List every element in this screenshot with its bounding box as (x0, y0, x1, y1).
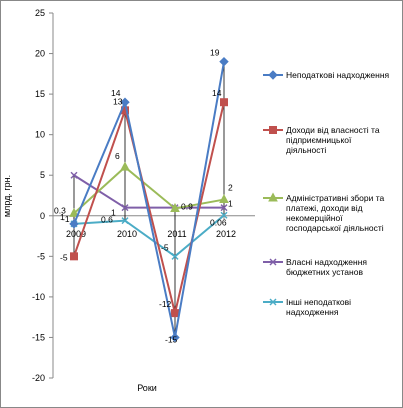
data-point (69, 219, 79, 229)
legend-label-line: підприємницької (286, 135, 352, 145)
data-label: 0.06 (210, 217, 227, 227)
marker-stroke (220, 211, 228, 219)
y-tick-label: 25 (35, 8, 45, 18)
x-axis-label: Роки (137, 383, 157, 393)
data-point (171, 252, 179, 260)
legend-marker (268, 192, 278, 202)
data-label: 0.6 (101, 215, 113, 225)
legend-label: Власні надходження бюджетних установ (286, 257, 367, 277)
y-tick-label: -20 (32, 373, 45, 383)
data-label: 1 (228, 199, 233, 209)
series-line (73, 101, 225, 314)
legend-label: Адміністративні збори та платежі, доходи … (286, 193, 384, 233)
data-label: -5 (161, 242, 169, 252)
legend-label-line: діяльності (286, 145, 326, 155)
series-line (73, 214, 225, 258)
marker-stroke (70, 171, 78, 179)
data-label: 6 (115, 151, 120, 161)
marker-stroke (269, 258, 277, 266)
data-point (120, 97, 130, 107)
x-tick-label: 2010 (117, 229, 137, 239)
data-label: 19 (210, 48, 220, 58)
data-point (171, 309, 179, 318)
legend-label-line: Неподаткові надходження (286, 70, 390, 80)
legend-label-line: некомерційної (286, 213, 343, 223)
y-axis-label: млрд. грн. (2, 175, 12, 217)
data-label: 14 (212, 88, 222, 98)
legend-label: Неподаткові надходження (286, 70, 390, 80)
data-label: 2 (228, 183, 233, 193)
legend-label-line: Адміністративні збори та (286, 193, 384, 203)
y-tick-label: 0 (40, 211, 45, 221)
y-tick-label: 20 (35, 49, 45, 59)
data-point (69, 207, 79, 217)
marker-stroke (269, 298, 277, 306)
legend-item: Адміністративні збори та платежі, доходи … (263, 192, 384, 233)
data-label: 14 (111, 88, 121, 98)
legend-marker (269, 126, 277, 134)
data-label: -1 (62, 214, 70, 224)
legend: Неподаткові надходження Доходи від власно… (263, 70, 390, 317)
legend-marker (269, 298, 277, 306)
data-label: 13 (113, 96, 123, 106)
marker-stroke (121, 204, 129, 212)
x-tick-label: 2012 (216, 229, 236, 239)
drop-lines (73, 61, 225, 338)
marker-stroke (121, 217, 129, 225)
legend-label-line: платежі, доходи від (286, 203, 363, 213)
y-tick-label: -15 (32, 332, 45, 342)
legend-label-line: Власні надходження (286, 257, 367, 267)
y-tick-label: 15 (35, 89, 45, 99)
marker-stroke (220, 204, 228, 212)
data-label: 0.9 (181, 201, 193, 211)
data-label: -5 (60, 252, 68, 262)
data-label: 1 (111, 208, 116, 218)
legend-item: Неподаткові надходження (263, 70, 390, 80)
y-tick-label: -5 (37, 251, 45, 261)
y-tick-label: -10 (32, 292, 45, 302)
x-tick-label: 2011 (167, 229, 186, 239)
legend-item: Доходи від власності та підприємницької ді… (263, 125, 380, 155)
data-point (121, 217, 129, 225)
x-tick-label: 2009 (66, 229, 86, 239)
series-layer (69, 56, 229, 343)
data-point (170, 202, 180, 212)
legend-label-line: Доходи від власності та (286, 125, 380, 135)
legend-item: Інші неподаткові надходження (263, 297, 351, 317)
legend-item: Власні надходження бюджетних установ (263, 257, 367, 277)
data-point (220, 211, 228, 219)
legend-label-line: бюджетних установ (286, 267, 363, 277)
data-point (120, 161, 130, 171)
data-point (70, 252, 78, 261)
legend-label-line: господарської діяльності (286, 223, 384, 233)
series-line (73, 61, 225, 338)
data-point (220, 204, 228, 212)
legend-label-line: надходження (286, 307, 339, 317)
legend-label: Доходи від власності та підприємницької ді… (286, 125, 380, 155)
data-point (121, 204, 129, 212)
data-point (70, 171, 78, 179)
data-label: 1 (60, 212, 65, 222)
y-tick-label: 10 (35, 130, 45, 140)
legend-label-line: Інші неподаткові (286, 297, 351, 307)
data-label: -15 (165, 334, 178, 344)
legend-marker (269, 258, 277, 266)
data-point (219, 193, 229, 204)
legend-label: Інші неподаткові надходження (286, 297, 351, 317)
legend-marker (268, 70, 278, 80)
data-point (219, 56, 229, 67)
y-tick-label: 5 (40, 170, 45, 180)
data-point (220, 98, 228, 107)
data-label: 0.3 (54, 205, 66, 215)
data-point (170, 332, 180, 343)
data-label: -12 (159, 299, 172, 309)
marker-stroke (171, 252, 179, 260)
